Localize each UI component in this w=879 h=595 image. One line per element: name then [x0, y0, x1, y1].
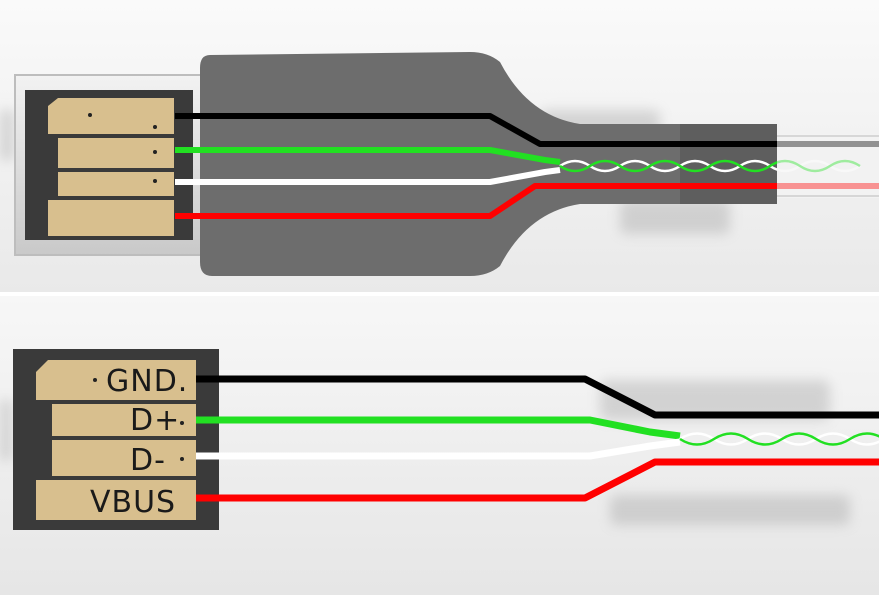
pin-label-vbus: VBUS	[90, 485, 176, 520]
bottom-contact-dminus	[52, 440, 196, 476]
top-contact-gnd	[48, 98, 174, 134]
panel-separator	[0, 292, 879, 296]
top-cable-exit	[777, 134, 879, 198]
boot-strain-relief	[680, 124, 777, 204]
bottom-contacts	[36, 360, 196, 520]
bottom-wire-green	[196, 416, 681, 440]
overmold-boot	[200, 52, 775, 276]
bottom-contact-dplus	[52, 404, 196, 436]
bottom-wire-white	[196, 438, 681, 460]
top-contact-vbus	[48, 200, 174, 236]
top-contact-dots	[88, 113, 157, 183]
bottom-wire-black	[196, 375, 879, 419]
top-wire-black	[175, 113, 879, 147]
top-contact-dminus	[58, 172, 174, 196]
bottom-wire-red	[196, 458, 879, 502]
bottom-contact-vbus	[36, 480, 196, 520]
top-wire-red	[175, 183, 879, 219]
top-wire-white	[175, 167, 561, 185]
background-blur-shapes	[0, 110, 850, 525]
pin-label-gnd: GND.	[106, 364, 188, 399]
top-wires	[175, 113, 879, 219]
bottom-contact-dots	[93, 378, 184, 461]
pin-label-dminus: D-	[130, 443, 166, 478]
bottom-twisted-pair	[679, 432, 879, 446]
pin-label-dplus: D+	[130, 403, 180, 438]
top-contacts	[48, 98, 174, 236]
bottom-contact-gnd	[36, 360, 196, 400]
top-wire-green	[175, 147, 561, 165]
bottom-wires	[196, 375, 879, 502]
